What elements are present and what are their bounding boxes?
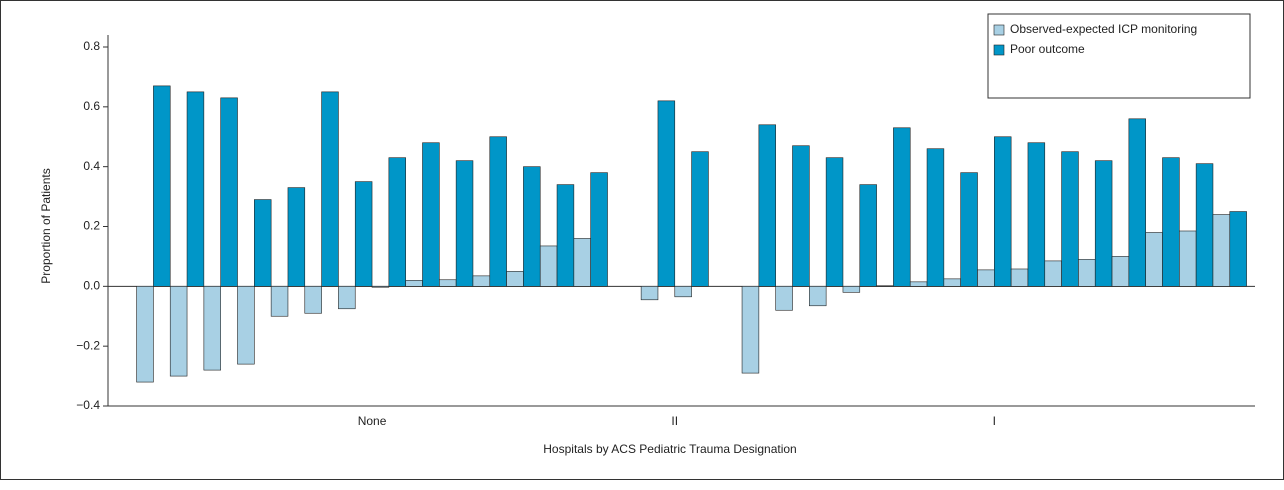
bar xyxy=(1128,118,1146,287)
bar xyxy=(691,151,709,287)
legend-swatch xyxy=(993,24,1005,36)
legend-box xyxy=(987,13,1251,99)
bar xyxy=(1145,232,1163,287)
bar xyxy=(254,199,272,287)
bar xyxy=(153,85,171,287)
bar xyxy=(439,279,457,287)
bar xyxy=(506,271,524,287)
bar xyxy=(270,286,289,317)
bar xyxy=(523,166,541,287)
bar xyxy=(472,275,491,287)
x-axis-label: Hospitals by ACS Pediatric Trauma Design… xyxy=(543,442,796,456)
bar xyxy=(287,187,306,287)
bar xyxy=(354,181,373,287)
bar xyxy=(489,136,507,287)
bar xyxy=(220,97,238,287)
bar xyxy=(909,281,928,287)
bar xyxy=(1078,259,1096,287)
bar xyxy=(792,145,810,287)
bar xyxy=(943,278,961,287)
y-axis-label: Proportion of Patients xyxy=(39,168,53,283)
y-tick-label: −0.2 xyxy=(76,338,100,352)
bar xyxy=(1010,268,1029,287)
bar xyxy=(338,286,356,310)
bar xyxy=(1044,260,1062,287)
bar xyxy=(1027,142,1046,287)
bar xyxy=(1061,151,1079,287)
bar xyxy=(388,157,406,287)
bar xyxy=(203,286,221,371)
bar xyxy=(657,100,676,287)
y-tick-label: 0.2 xyxy=(83,219,100,233)
bar xyxy=(371,286,390,288)
y-tick-label: −0.4 xyxy=(76,398,100,412)
bar xyxy=(1212,214,1231,287)
bar xyxy=(960,172,978,287)
bar xyxy=(539,245,558,287)
y-tick-label: 0.0 xyxy=(83,279,100,293)
x-tick-label: None xyxy=(358,414,387,428)
bar xyxy=(926,148,945,287)
bar xyxy=(1111,256,1130,287)
bar xyxy=(169,286,188,377)
bar xyxy=(977,269,995,287)
legend-swatch xyxy=(993,44,1005,56)
bar xyxy=(556,184,575,287)
bar xyxy=(186,91,205,287)
bar xyxy=(405,280,423,287)
bar xyxy=(422,142,440,287)
bar xyxy=(876,285,894,287)
bar xyxy=(1094,160,1113,287)
bar xyxy=(590,172,608,287)
bar xyxy=(321,91,339,287)
bar xyxy=(674,286,692,298)
y-tick-label: 0.4 xyxy=(83,159,100,173)
bar xyxy=(859,184,877,287)
bar xyxy=(809,286,827,307)
bar xyxy=(1195,163,1214,287)
bar xyxy=(994,136,1012,287)
bar xyxy=(893,127,911,287)
bar xyxy=(573,238,591,287)
legend-label: Observed-expected ICP monitoring xyxy=(1010,22,1197,36)
x-tick-label: II xyxy=(671,414,678,428)
bar xyxy=(741,286,760,374)
bar xyxy=(1179,230,1197,287)
bar xyxy=(758,124,776,287)
bar xyxy=(304,286,322,314)
bar xyxy=(775,286,793,311)
bar xyxy=(455,160,474,287)
bar xyxy=(640,286,659,301)
y-tick-label: 0.6 xyxy=(83,99,100,113)
legend-label: Poor outcome xyxy=(1010,42,1085,56)
y-tick-label: 0.8 xyxy=(83,39,100,53)
x-tick-label: I xyxy=(993,414,996,428)
bar xyxy=(1229,211,1247,287)
bar xyxy=(842,286,861,293)
bar xyxy=(1162,157,1180,287)
bar xyxy=(237,286,255,365)
bar xyxy=(136,286,154,383)
bar xyxy=(825,157,844,287)
